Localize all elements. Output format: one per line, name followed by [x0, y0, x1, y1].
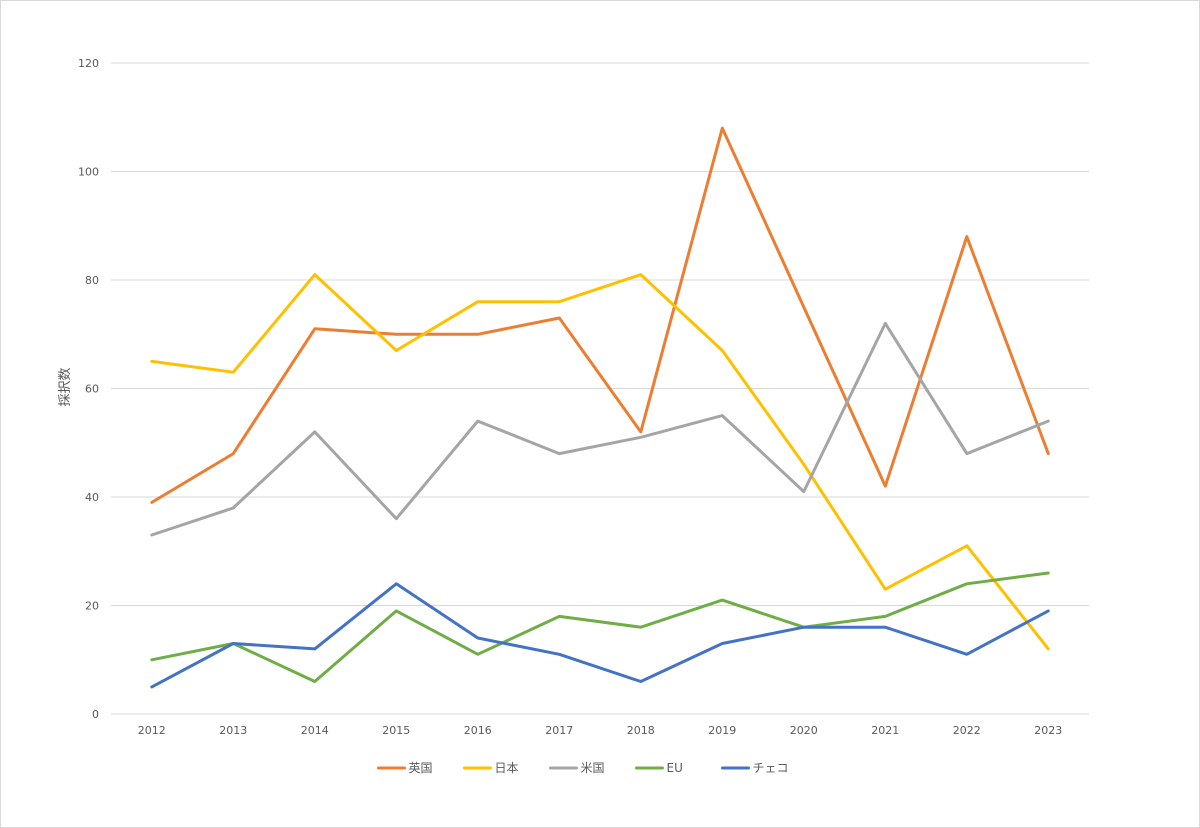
- legend-label: 日本: [495, 761, 519, 775]
- x-tick-label: 2019: [708, 724, 736, 737]
- series-line-3: [150, 571, 1050, 683]
- x-tick-label: 2022: [953, 724, 981, 737]
- x-tick-label: 2018: [627, 724, 655, 737]
- legend-item: 米国: [549, 761, 605, 775]
- series-line-0: [150, 126, 1050, 504]
- y-axis-title: 採択数: [58, 367, 73, 406]
- legend-item: チェコ: [721, 761, 789, 775]
- x-tick-label: 2013: [219, 724, 247, 737]
- x-tick-label: 2016: [464, 724, 492, 737]
- x-tick-label: 2023: [1034, 724, 1062, 737]
- series-line-4: [150, 582, 1050, 689]
- series-lines: [150, 126, 1050, 689]
- y-tick-label: 20: [85, 600, 99, 613]
- y-tick-label: 40: [85, 491, 99, 504]
- axes: 0 20 40 60 80 100 120 2012 2013 2014 2015 2016 2017 2…: [78, 57, 1089, 737]
- x-tick-label: 2020: [790, 724, 818, 737]
- legend-label: 英国: [409, 761, 433, 775]
- x-tick-label: 2012: [138, 724, 166, 737]
- x-tick-label: 2017: [545, 724, 573, 737]
- y-tick-label: 100: [78, 166, 99, 179]
- x-tick-label: 2021: [871, 724, 899, 737]
- legend-label: 米国: [581, 761, 605, 775]
- legend: 英国 日本 米国 EU チェコ: [377, 761, 789, 775]
- legend-item: 英国: [377, 761, 433, 775]
- gridlines: [111, 62, 1089, 606]
- x-tick-label: 2014: [301, 724, 329, 737]
- legend-label: EU: [667, 761, 683, 775]
- series-line-1: [150, 273, 1050, 651]
- legend-item: 日本: [463, 761, 519, 775]
- series-line-2: [150, 321, 1050, 537]
- y-tick-label: 120: [78, 57, 99, 70]
- x-tick-label: 2015: [382, 724, 410, 737]
- y-tick-label: 60: [85, 383, 99, 396]
- y-tick-label: 80: [85, 274, 99, 287]
- y-tick-label: 0: [92, 708, 99, 721]
- legend-label: チェコ: [753, 761, 789, 775]
- legend-item: EU: [635, 761, 683, 775]
